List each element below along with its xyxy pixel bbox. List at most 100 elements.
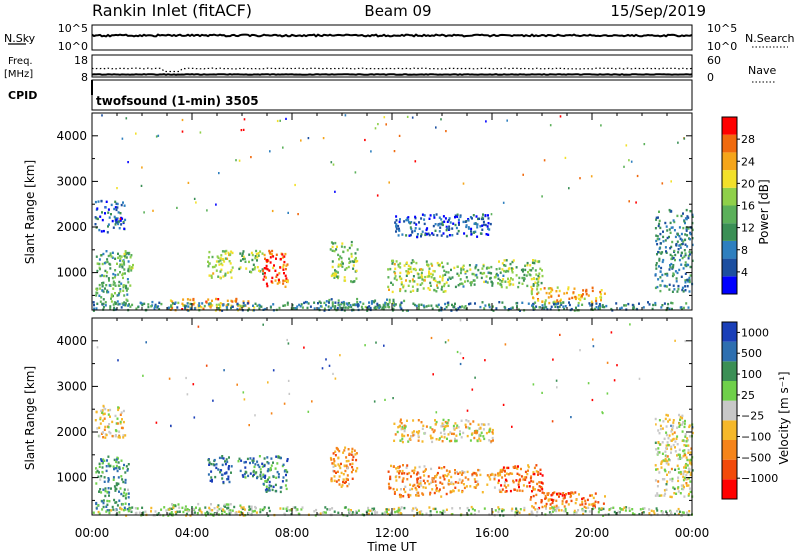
power-cell [110,297,112,300]
velocity-cell [220,469,223,472]
power-cell [654,273,657,276]
power-cell [599,307,601,310]
power-cell [590,175,593,178]
power-cell [428,270,430,273]
power-cell [677,284,680,288]
power-cell [269,150,271,153]
velocity-cell [456,424,459,427]
velocity-cell [96,470,99,473]
power-cell [453,266,456,270]
velocity-cell [274,489,277,493]
velocity-cell [687,470,690,474]
velocity-cell [102,501,105,505]
velocity-cell [224,505,227,508]
velocity-cell [526,485,529,488]
velocity-cell [469,422,472,426]
power-cell [465,234,468,238]
velocity-cell [122,494,125,498]
velocity-cell [428,482,431,486]
power-cell [261,268,264,271]
power-cell [256,304,259,307]
velocity-cell [343,481,346,484]
velocity-colorbar-tick-label: −1000 [741,472,778,485]
power-cell [426,227,429,230]
power-cell [441,221,444,224]
power-cell [541,269,543,272]
velocity-cell [494,473,497,477]
power-cell [266,268,269,271]
power-cell [225,304,228,307]
velocity-cell [315,508,318,512]
velocity-cell [663,437,666,440]
velocity-cell [518,473,521,477]
velocity-cell [112,508,115,511]
power-cell [242,304,245,308]
power-cell [680,243,683,246]
velocity-colorbar-segment [722,459,737,480]
velocity-cell [208,463,211,466]
velocity-cell [459,430,461,433]
power-cell [515,302,518,305]
velocity-cell [578,493,580,496]
power-cell [117,273,120,276]
power-cell [254,302,257,305]
velocity-cell [344,446,347,449]
velocity-cell [505,486,508,489]
power-cell [222,304,225,307]
velocity-cell [683,466,685,469]
power-cell [286,280,289,284]
velocity-cell [464,476,467,479]
velocity-cell [337,463,340,466]
power-cell [331,265,334,269]
velocity-cell [369,509,372,512]
velocity-cell [346,478,349,481]
power-cell [120,223,123,226]
velocity-cell [111,420,114,424]
velocity-cell [223,369,225,372]
velocity-cell [493,486,496,489]
velocity-cell [438,490,441,493]
velocity-cell [241,474,244,477]
power-cell [416,289,419,292]
power-cell [545,306,548,309]
power-cell [487,271,490,274]
power-cell [200,306,203,309]
power-cell [339,264,342,267]
velocity-cell [242,391,245,394]
velocity-cell [104,425,107,429]
velocity-cell [122,467,125,470]
power-cell [484,214,487,217]
power-cell [428,288,431,291]
velocity-cell [683,444,686,447]
power-cell [553,303,555,306]
power-cell [101,218,104,222]
velocity-ytick-label: 2000 [56,425,87,439]
velocity-ylabel: Slant Range [km] [23,366,37,470]
power-cell [504,280,507,283]
power-cell [106,260,109,264]
power-cell [438,280,441,284]
power-cell [263,275,266,278]
power-cell [224,257,227,260]
velocity-cell [98,490,101,493]
velocity-cell [204,506,207,509]
power-cell [536,260,539,263]
velocity-cell [443,510,446,514]
power-cell [447,284,450,287]
power-cell [154,305,156,308]
velocity-cell [685,466,687,469]
velocity-cell [351,465,354,469]
velocity-cell [657,480,660,483]
power-cell [231,300,234,303]
power-cell [387,268,390,271]
velocity-cell [533,466,536,470]
power-cell [579,298,582,302]
power-cell [306,306,309,310]
power-cell [425,305,428,308]
power-cell [110,300,113,303]
velocity-cell [478,433,481,437]
power-cell [591,286,594,289]
power-cell [537,280,540,283]
velocity-cell [325,358,327,361]
velocity-cell [263,464,266,468]
